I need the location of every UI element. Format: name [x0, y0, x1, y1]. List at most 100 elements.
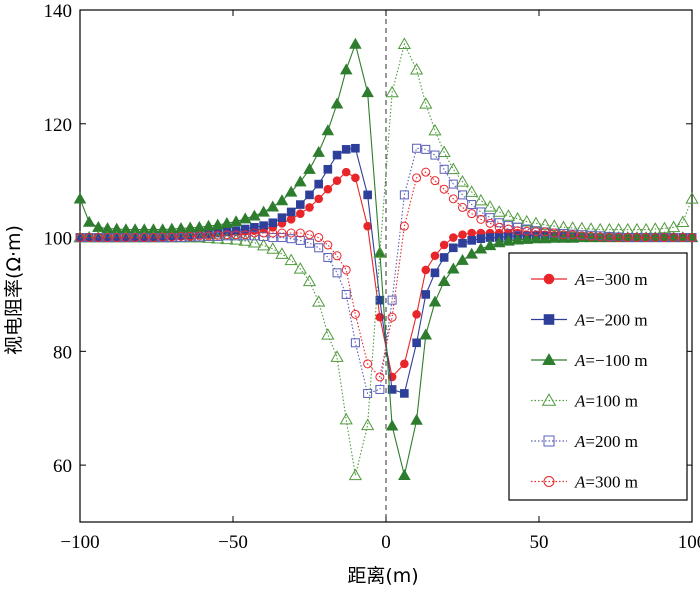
- data-point: [467, 228, 476, 238]
- data-point: [332, 176, 342, 185]
- data-point: [375, 295, 385, 305]
- data-point: [341, 145, 351, 154]
- data-point: [593, 222, 607, 235]
- data-point: [330, 350, 344, 362]
- legend-label: A=−300 m: [574, 270, 648, 289]
- data-point: [323, 240, 333, 250]
- data-point: [595, 232, 605, 242]
- data-point: [332, 268, 342, 278]
- data-point: [84, 233, 94, 243]
- data-point: [566, 221, 580, 233]
- data-point: [492, 236, 506, 248]
- data-point: [400, 359, 409, 369]
- data-point: [449, 233, 458, 242]
- data-point: [522, 226, 532, 236]
- data-point: [361, 86, 374, 98]
- data-point: [351, 173, 360, 183]
- data-point: [185, 231, 195, 241]
- legend-item: A=100 m: [531, 392, 638, 411]
- legend-label: A=−200 m: [574, 311, 648, 330]
- data-point: [363, 388, 373, 398]
- data-point: [458, 230, 467, 240]
- data-point: [112, 233, 122, 243]
- data-point: [575, 221, 589, 234]
- y-tick-label: 140: [44, 1, 73, 22]
- data-point: [314, 194, 323, 204]
- data-point: [474, 242, 488, 254]
- legend-item: A=300 m: [531, 473, 638, 492]
- data-point: [167, 232, 177, 242]
- legend-item: A=−300 m: [531, 270, 648, 289]
- series-line: [80, 171, 692, 379]
- data-point: [513, 226, 523, 236]
- data-point: [641, 233, 651, 243]
- x-tick-label: 0: [381, 532, 391, 553]
- data-point: [586, 231, 596, 241]
- data-point: [448, 194, 458, 204]
- data-point: [650, 233, 660, 243]
- data-point: [421, 290, 431, 299]
- data-point: [412, 143, 422, 153]
- data-point: [409, 62, 424, 75]
- data-point: [503, 221, 513, 231]
- data-point: [296, 200, 305, 209]
- data-point: [256, 238, 271, 251]
- data-point: [428, 123, 442, 136]
- data-point: [277, 233, 287, 243]
- legend-marker: [543, 273, 555, 285]
- legend-item: A=−200 m: [531, 311, 648, 330]
- data-point: [277, 228, 287, 238]
- legend-label: A=300 m: [574, 473, 638, 492]
- data-point: [330, 97, 344, 109]
- data-point: [286, 234, 296, 244]
- data-point: [305, 190, 314, 200]
- data-point: [458, 238, 467, 248]
- y-tick-label: 120: [44, 115, 73, 136]
- legend: A=−300 m A=−200 m A=−100 m A=100 m A=200 m A=…: [508, 252, 688, 501]
- data-point: [511, 233, 524, 245]
- legend-item: A=−100 m: [531, 351, 648, 370]
- data-point: [229, 233, 243, 245]
- data-point: [314, 233, 324, 243]
- data-point: [158, 232, 168, 242]
- data-point: [399, 221, 409, 231]
- data-point: [139, 233, 149, 243]
- data-point: [82, 215, 96, 227]
- data-point: [257, 205, 270, 217]
- data-point: [348, 468, 363, 481]
- data-point: [575, 231, 589, 243]
- data-point: [483, 239, 497, 251]
- data-point: [339, 63, 353, 75]
- data-point: [295, 228, 305, 238]
- data-point: [305, 203, 314, 212]
- data-point: [485, 218, 495, 228]
- data-point: [657, 221, 672, 234]
- legend-label: A=100 m: [574, 392, 638, 411]
- data-point: [275, 194, 289, 206]
- data-point: [259, 231, 269, 241]
- data-point: [284, 185, 298, 197]
- data-point: [678, 233, 688, 243]
- data-point: [437, 275, 451, 286]
- data-point: [194, 231, 204, 241]
- data-point: [321, 124, 335, 136]
- data-point: [247, 235, 262, 248]
- data-point: [465, 185, 479, 197]
- data-point: [321, 328, 335, 340]
- data-point: [266, 242, 280, 254]
- data-point: [421, 167, 431, 177]
- data-point: [501, 209, 516, 221]
- series-line: [80, 147, 692, 395]
- data-point: [259, 228, 269, 238]
- data-point: [268, 228, 278, 238]
- y-tick-label: 60: [53, 456, 72, 477]
- data-point: [387, 295, 397, 305]
- data-point: [448, 179, 458, 189]
- data-point: [430, 268, 440, 278]
- data-point: [492, 205, 506, 217]
- data-point: [476, 234, 486, 243]
- data-point: [476, 214, 486, 224]
- data-point: [538, 218, 552, 230]
- data-point: [558, 230, 568, 240]
